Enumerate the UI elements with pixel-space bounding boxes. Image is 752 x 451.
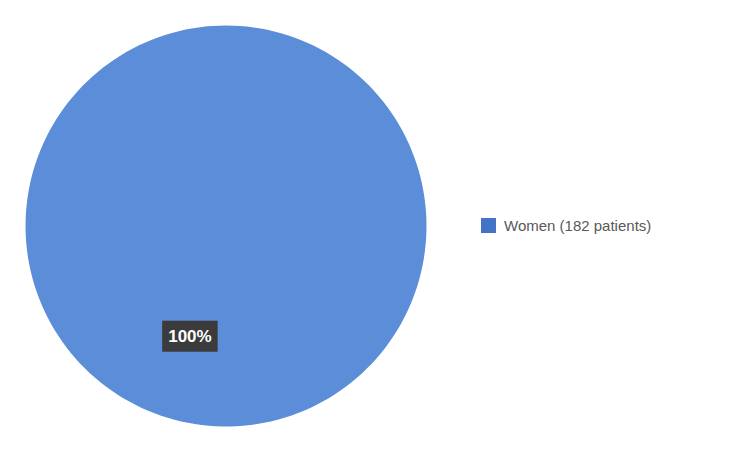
html-text:Women (182 patients): Women (182 patients) <box>504 217 652 234</box>
svg-text:100%: 100% <box>168 327 211 346</box>
